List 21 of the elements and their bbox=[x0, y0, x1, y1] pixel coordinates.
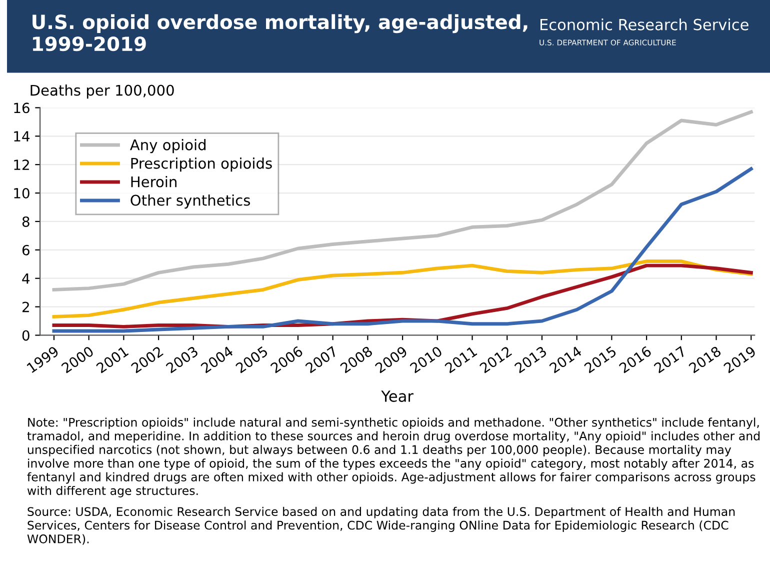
y-tick-label: 4 bbox=[22, 274, 30, 284]
legend-label: Prescription opioids bbox=[131, 158, 272, 172]
y-tick-label: 14 bbox=[14, 131, 30, 142]
y-tick-label: 0 bbox=[22, 330, 30, 341]
y-tick-label: 8 bbox=[22, 216, 30, 227]
source-note: Source: USDA, Economic Research Service based on and updating data from the U.S. Department of Health and Human Services, Centers for Disease Control and Prevention, CDC Wide-ranging ONline Data for Epidemiologic Research (CDC WONDER). bbox=[27, 506, 735, 545]
text: Economic Research Service bbox=[540, 18, 748, 30]
chart-title: U.S. opioid overdose mortality, age-adjusted, 1999-2019 bbox=[32, 14, 528, 52]
line-series bbox=[52, 110, 753, 292]
legend-label: Heroin bbox=[131, 176, 176, 188]
legend-label: Other synthetics bbox=[130, 194, 250, 209]
y-tick-label: 6 bbox=[22, 244, 30, 256]
legend-label: Any opioid bbox=[130, 139, 206, 154]
text: Note: "Prescription opioids" include natural and semi-synthetic opioids and methadone. "Other synthetics" include fentanyl, tramadol, and meperidine. In addition to these sources and heroin drug overdose mortality, "Any opioid" includes other and unspecified narcotics (not shown, but always between 0.6 and 1.1 deaths per 100,000 people). Because mortality may involve more than one type of opioid, the sum of the types exceeds the "any opioid" category, most notably after 2014, as fentanyl and kindred drugs are often mixed with other opioids. Age-adjustment allows for fairer comparisons across groups with different age structures. bbox=[27, 418, 760, 498]
y-tick-label: 2 bbox=[22, 302, 29, 312]
y-tick-label: 12 bbox=[14, 160, 29, 170]
y-tick-label: 10 bbox=[14, 188, 30, 199]
line-series bbox=[52, 260, 753, 318]
y-axis-title: Deaths per 100,000 bbox=[30, 84, 174, 99]
y-tick-label: 16 bbox=[14, 102, 30, 114]
x-axis-title: Year bbox=[381, 390, 414, 402]
